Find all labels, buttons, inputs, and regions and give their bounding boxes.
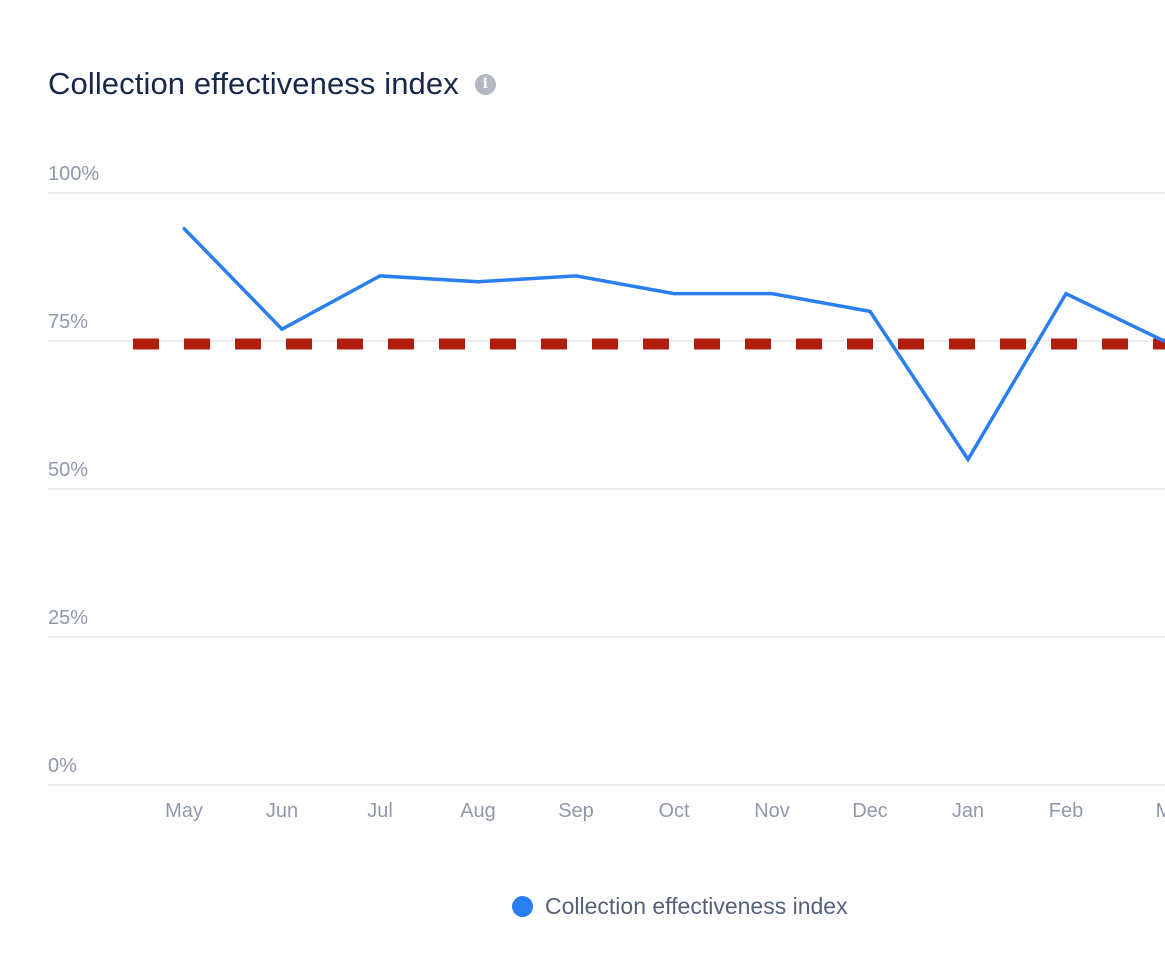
- legend: Collection effectiveness index: [512, 893, 848, 920]
- x-tick-label: Jan: [952, 800, 984, 822]
- x-tick-label: Sep: [558, 800, 594, 822]
- x-tick-label: Aug: [460, 800, 496, 822]
- y-tick-label: 0%: [48, 755, 77, 777]
- data-point: [868, 309, 872, 313]
- data-point: [672, 292, 676, 296]
- data-point: [378, 274, 382, 278]
- legend-series-label[interactable]: Collection effectiveness index: [545, 893, 848, 919]
- data-point: [182, 227, 186, 231]
- x-tick-label: Dec: [852, 800, 888, 822]
- title-row: Collection effectiveness index i: [48, 66, 496, 102]
- x-tick-label: Feb: [1049, 800, 1083, 822]
- x-tick-label: Nov: [754, 800, 790, 822]
- chart-title: Collection effectiveness index: [48, 66, 459, 101]
- data-point: [966, 457, 970, 461]
- legend-series-marker[interactable]: [512, 896, 533, 917]
- x-tick-label: May: [165, 800, 203, 822]
- y-tick-label: 100%: [48, 163, 99, 185]
- x-tick-label: Jul: [367, 800, 393, 822]
- x-tick-label: Jun: [266, 800, 298, 822]
- data-point: [1162, 339, 1165, 343]
- data-point: [770, 292, 774, 296]
- y-tick-label: 50%: [48, 459, 88, 481]
- data-point: [1064, 292, 1068, 296]
- data-point: [280, 327, 284, 331]
- x-tick-label: M: [1156, 800, 1165, 822]
- y-tick-label: 75%: [48, 311, 88, 333]
- y-tick-label: 25%: [48, 607, 88, 629]
- data-point: [476, 280, 480, 284]
- data-point: [574, 274, 578, 278]
- info-icon[interactable]: i: [474, 73, 496, 95]
- x-tick-label: Oct: [658, 800, 690, 822]
